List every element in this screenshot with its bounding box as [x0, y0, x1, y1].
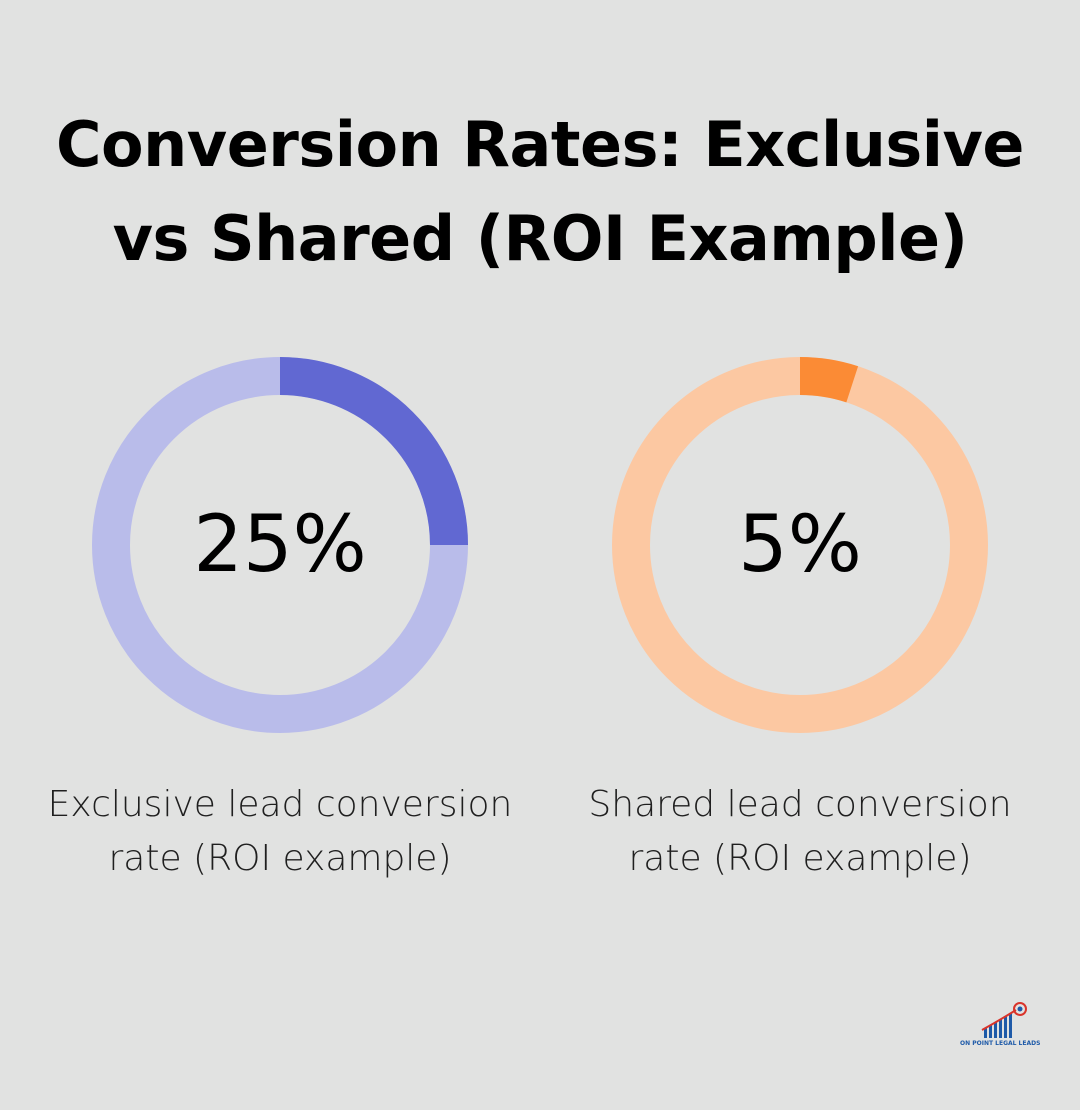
- shared-donut-arc: [799, 357, 859, 403]
- exclusive-donut-arc: [279, 357, 468, 546]
- shared-donut-chart: [612, 357, 988, 733]
- title-line-2: vs Shared (ROI Example): [112, 202, 968, 275]
- bar-chart-target-icon: [981, 1002, 1027, 1038]
- shared-label-line-2: rate (ROI example): [628, 838, 972, 879]
- exclusive-label: Exclusive lead conversion rate (ROI exam…: [40, 778, 520, 886]
- shared-label: Shared lead conversion rate (ROI example…: [560, 778, 1040, 886]
- exclusive-donut-chart: [92, 357, 468, 733]
- logo-text: ON POINT LEGAL LEADS: [960, 1040, 1041, 1047]
- exclusive-label-line-2: rate (ROI example): [108, 838, 452, 879]
- shared-percentage: 5%: [738, 500, 862, 590]
- shared-label-line-1: Shared lead conversion: [588, 784, 1012, 825]
- page-title: Conversion Rates: Exclusive vs Shared (R…: [0, 98, 1080, 286]
- exclusive-percentage: 25%: [193, 500, 367, 590]
- title-line-1: Conversion Rates: Exclusive: [56, 108, 1024, 181]
- exclusive-card: 25% Exclusive lead conversion rate (ROI …: [40, 350, 520, 890]
- company-logo: ON POINT LEGAL LEADS: [960, 1000, 1040, 1056]
- exclusive-label-line-1: Exclusive lead conversion: [47, 784, 513, 825]
- shared-card: 5% Shared lead conversion rate (ROI exam…: [560, 350, 1040, 890]
